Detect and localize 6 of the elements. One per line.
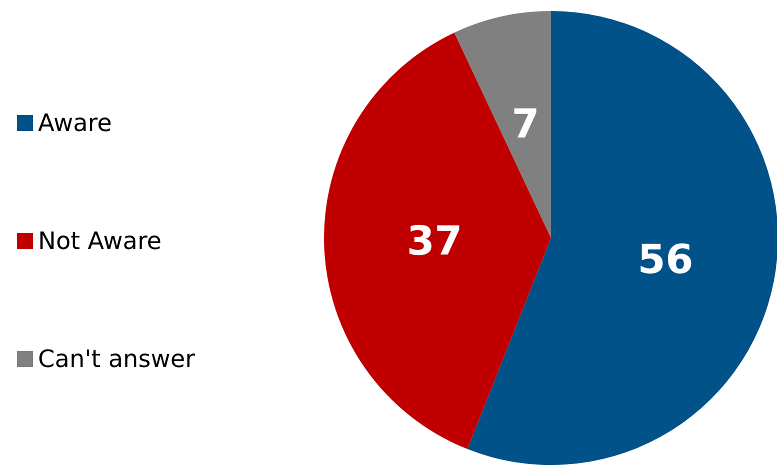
data-label: 37 [406,218,462,265]
data-label: 7 [512,101,540,148]
legend-label: Not Aware [38,227,162,255]
legend-label: Can't answer [38,345,196,373]
data-label: 56 [638,236,694,283]
legend-label: Aware [38,109,112,137]
